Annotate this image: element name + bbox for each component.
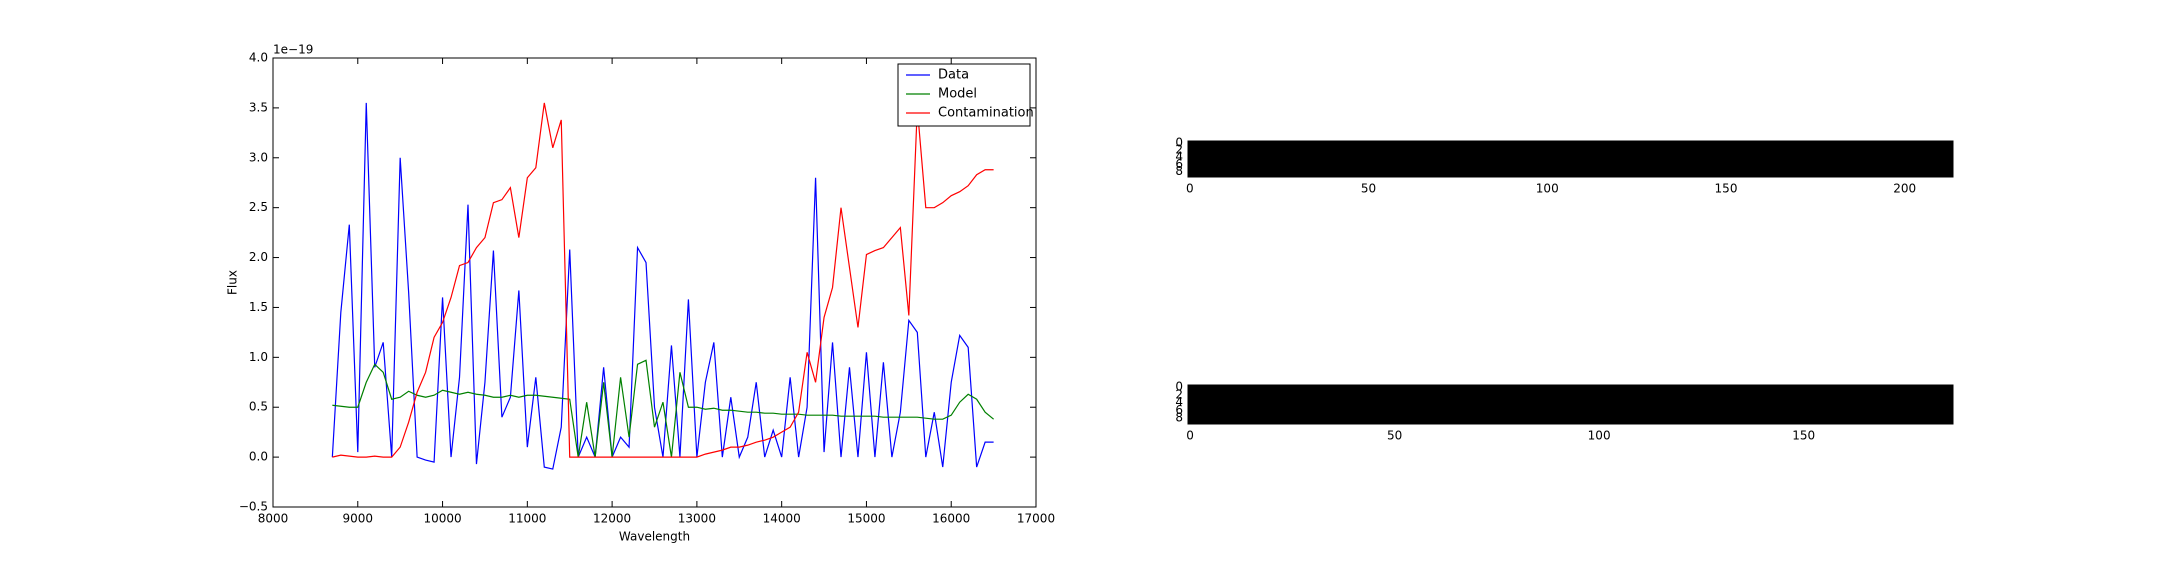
- data-line: [331, 102, 994, 470]
- y-tick-label: 0.5: [249, 400, 268, 414]
- y-tick-label: −0.5: [239, 500, 268, 514]
- axes-frame: [1187, 384, 1954, 425]
- y-tick-label: 6: [1175, 157, 1183, 171]
- x-tick-label: 100: [1588, 429, 1611, 443]
- x-tick-label: 14000: [763, 512, 801, 526]
- y-tick-label: 2.0: [249, 250, 268, 264]
- legend-label: Model: [938, 87, 977, 102]
- y-tick-label: 4: [1175, 395, 1183, 409]
- y-tick-label: 3.5: [249, 100, 268, 114]
- x-tick-label: 9000: [343, 512, 374, 526]
- x-tick-label: 13000: [678, 512, 716, 526]
- data-line: [332, 359, 994, 458]
- y-tick-label: 8: [1175, 164, 1183, 178]
- x-tick-label: 50: [1361, 182, 1376, 196]
- x-tick-label: 50: [1387, 429, 1402, 443]
- y-tick-label: 0: [1175, 135, 1183, 149]
- y-tick-label: 3.0: [249, 150, 268, 164]
- offset-text: 1e−19: [273, 43, 313, 57]
- x-tick-label: 15000: [847, 512, 885, 526]
- x-tick-label: 17000: [1017, 512, 1055, 526]
- x-tick-label: 16000: [932, 512, 970, 526]
- y-tick-label: 6: [1175, 403, 1183, 417]
- image-pixels: [1188, 385, 1953, 424]
- y-axis-label: Flux: [226, 270, 240, 295]
- x-tick-label: 0: [1186, 182, 1194, 196]
- image-pixels: [1188, 141, 1953, 177]
- axes-frame: [272, 57, 1037, 508]
- x-tick-label: 8000: [258, 512, 289, 526]
- x-tick-label: 12000: [593, 512, 631, 526]
- data-line: [332, 102, 994, 458]
- legend: Data Model Contamination: [897, 63, 1034, 127]
- x-axis-label: Wavelength: [619, 530, 690, 544]
- x-tick-label: 150: [1715, 182, 1738, 196]
- y-tick-label: 2.5: [249, 200, 268, 214]
- axes-frame: [1187, 140, 1954, 178]
- y-tick-label: 8: [1175, 411, 1183, 425]
- x-tick-label: 0: [1186, 429, 1194, 443]
- legend-label: Contamination: [938, 106, 1034, 121]
- legend-label: Data: [938, 68, 969, 83]
- x-tick-label: 100: [1536, 182, 1559, 196]
- y-tick-label: 0: [1175, 379, 1183, 393]
- x-tick-label: 10000: [423, 512, 461, 526]
- x-tick-label: 150: [1792, 429, 1815, 443]
- legend-box: [897, 63, 1031, 127]
- y-tick-label: 0.0: [249, 450, 268, 464]
- y-tick-label: 4.0: [249, 51, 268, 65]
- y-tick-label: 1.5: [249, 300, 268, 314]
- x-tick-label: 200: [1893, 182, 1916, 196]
- y-tick-label: 4: [1175, 150, 1183, 164]
- x-tick-label: 11000: [508, 512, 546, 526]
- y-tick-label: 1.0: [249, 350, 268, 364]
- y-tick-label: 2: [1175, 143, 1183, 157]
- y-tick-label: 2: [1175, 387, 1183, 401]
